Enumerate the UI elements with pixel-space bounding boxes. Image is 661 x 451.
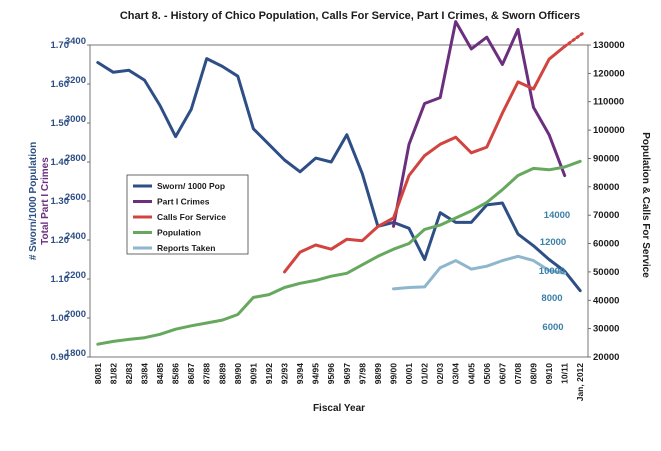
x-axis-label: Fiscal Year [313, 403, 365, 414]
right-tick: 60000 [593, 239, 619, 250]
x-axis-ticks: 80/81 81/82 82/83 83/84 84/85 85/86 86/87 87/88… [93, 363, 585, 402]
left-axis-label-crimes: Total Part I Crimes [40, 157, 51, 245]
x-tick-label: 88/89 [217, 363, 227, 385]
left-tick-sworn: 1.40 [51, 157, 70, 168]
x-tick-label: 93/94 [295, 363, 305, 385]
legend-label: Reports Taken [157, 243, 215, 253]
legend: Sworn/ 1000 Pop Part I Crimes Calls For Se… [126, 174, 249, 255]
x-tick-label: 07/08 [513, 363, 523, 385]
left-tick-crimes: 2400 [65, 231, 86, 242]
left-tick-crimes: 1800 [65, 348, 86, 359]
left-tick-crimes: 2600 [65, 192, 86, 203]
x-tick-label: 92/93 [280, 363, 290, 385]
x-tick-label: 87/88 [202, 363, 212, 385]
legend-label: Population [157, 228, 201, 238]
x-tick-label: 09/10 [544, 363, 554, 385]
x-tick-label: 84/85 [155, 363, 165, 385]
annotation-label: 6000 [542, 322, 563, 333]
left-tick-sworn: 1.10 [51, 274, 70, 285]
right-tick: 100000 [593, 125, 625, 136]
x-tick-label: 82/83 [124, 363, 134, 385]
x-tick-label: 95/96 [326, 363, 336, 385]
left-tick-crimes: 3000 [65, 114, 86, 125]
chart-title: Chart 8. - History of Chico Population, … [120, 10, 580, 22]
legend-box [126, 174, 249, 255]
x-tick-label: 90/91 [248, 363, 258, 385]
legend-label: Calls For Service [157, 212, 226, 222]
x-tick-label: 04/05 [466, 363, 476, 385]
right-tick: 20000 [593, 352, 619, 363]
left-tick-crimes: 3400 [65, 36, 86, 47]
annotation-label: 8000 [541, 293, 562, 304]
left-tick-sworn: 0.90 [51, 352, 70, 363]
x-tick-label: 01/02 [420, 363, 430, 385]
x-tick-label: 06/07 [497, 363, 507, 385]
x-tick-label: 83/84 [139, 363, 149, 385]
left-tick-sworn: 1.50 [51, 118, 70, 129]
series-line-reports-taken [392, 254, 567, 291]
x-tick-label: 85/86 [171, 363, 181, 385]
right-tick: 70000 [593, 210, 619, 221]
left-tick-sworn: 1.30 [51, 196, 70, 207]
right-axis-ticks: 20000 30000 40000 50000 60000 70000 80000 90000… [588, 40, 625, 363]
x-tick-label: 03/04 [451, 363, 461, 385]
legend-label: Part I Crimes [157, 197, 210, 207]
x-tick-label: 89/90 [233, 363, 243, 385]
left-tick-sworn: 1.00 [51, 313, 70, 324]
right-tick: 130000 [593, 40, 625, 51]
series-line-calls-for-service [283, 44, 567, 274]
annotation-label: 10000 [539, 266, 565, 277]
left-tick-sworn: 1.20 [51, 235, 70, 246]
right-tick: 80000 [593, 182, 619, 193]
x-tick-label: 91/92 [264, 363, 274, 385]
annotation-label: 12000 [540, 237, 566, 248]
left-tick-crimes: 2800 [65, 153, 86, 164]
x-tick-label: 08/09 [529, 363, 539, 385]
x-tick-label: 80/81 [93, 363, 103, 385]
right-tick: 120000 [593, 68, 625, 79]
right-tick: 40000 [593, 295, 619, 306]
x-tick-label: 96/97 [342, 363, 352, 385]
x-tick-label: 05/06 [482, 363, 492, 385]
x-tick-label: 81/82 [108, 363, 118, 385]
left-tick-crimes: 2000 [65, 309, 86, 320]
x-tick-label: 98/99 [373, 363, 383, 385]
x-tick-label: Jan, 2012 [575, 363, 585, 402]
x-tick-label: 02/03 [435, 363, 445, 385]
annotation-labels: 14000 12000 10000 8000 6000 [539, 210, 570, 333]
right-tick: 30000 [593, 324, 619, 335]
series-layer [96, 20, 584, 346]
legend-label: Sworn/ 1000 Pop [157, 181, 225, 191]
x-tick-label: 99/00 [388, 363, 398, 385]
right-tick: 50000 [593, 267, 619, 278]
x-tick-label: 10/11 [560, 363, 570, 384]
x-tick-label: 00/01 [404, 363, 414, 385]
calls-for-service-dotted-extension [563, 32, 584, 48]
annotation-label: 14000 [544, 210, 570, 221]
x-tick-label: 86/87 [186, 363, 196, 385]
right-axis-label: Population & Calls For Service [640, 132, 651, 278]
right-tick: 110000 [593, 97, 624, 108]
left-tick-crimes: 2200 [65, 270, 86, 281]
left-axis-label-sworn: # Sworn/1000 Population [28, 142, 39, 260]
x-tick-label: 97/98 [357, 363, 367, 385]
series-line-part-i-crimes [392, 20, 567, 228]
series-line-population [96, 159, 582, 346]
right-tick: 90000 [593, 153, 619, 164]
left-tick-sworn: 1.60 [51, 79, 70, 90]
left-tick-sworn: 1.70 [51, 40, 70, 51]
left-tick-crimes: 3200 [65, 75, 86, 86]
x-tick-label: 94/95 [311, 363, 321, 385]
series-line-sworn-1000-pop [96, 57, 582, 293]
